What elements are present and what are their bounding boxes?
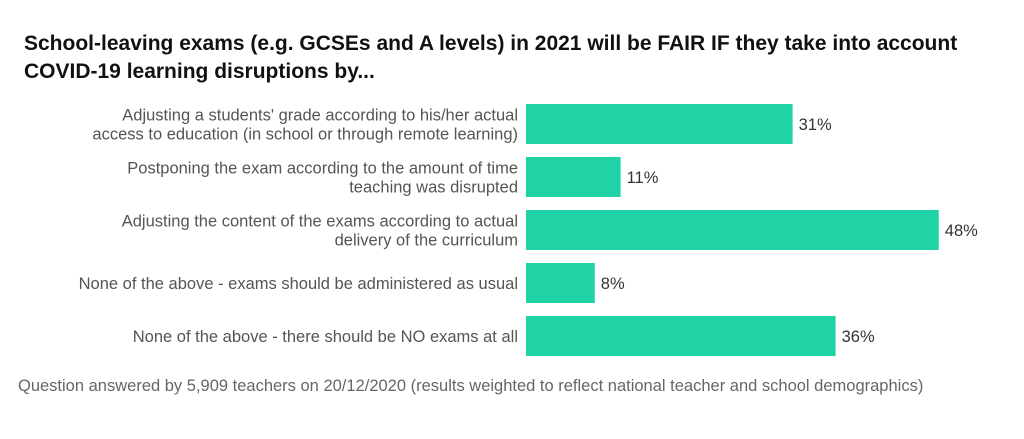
value-label-5: 36% bbox=[842, 328, 875, 346]
value-label-3: 48% bbox=[945, 222, 978, 240]
value-label-4: 8% bbox=[601, 275, 625, 293]
bar-4 bbox=[526, 263, 595, 303]
chart-footnote: Question answered by 5,909 teachers on 2… bbox=[18, 377, 924, 395]
value-label-1: 31% bbox=[799, 116, 832, 134]
category-label-3: Adjusting the content of the exams accor… bbox=[122, 213, 518, 250]
category-label-5: None of the above - there should be NO e… bbox=[133, 328, 518, 346]
chart-title: School-leaving exams (e.g. GCSEs and A l… bbox=[24, 32, 958, 83]
bar-2 bbox=[526, 157, 621, 197]
category-label-4: None of the above - exams should be admi… bbox=[79, 275, 518, 293]
bar-5 bbox=[526, 316, 836, 356]
bar-3 bbox=[526, 210, 939, 250]
bar-1 bbox=[526, 104, 793, 144]
category-label-1: Adjusting a students' grade according to… bbox=[92, 107, 518, 144]
category-label-2: Postponing the exam according to the amo… bbox=[127, 160, 518, 197]
value-label-2: 11% bbox=[627, 169, 659, 187]
